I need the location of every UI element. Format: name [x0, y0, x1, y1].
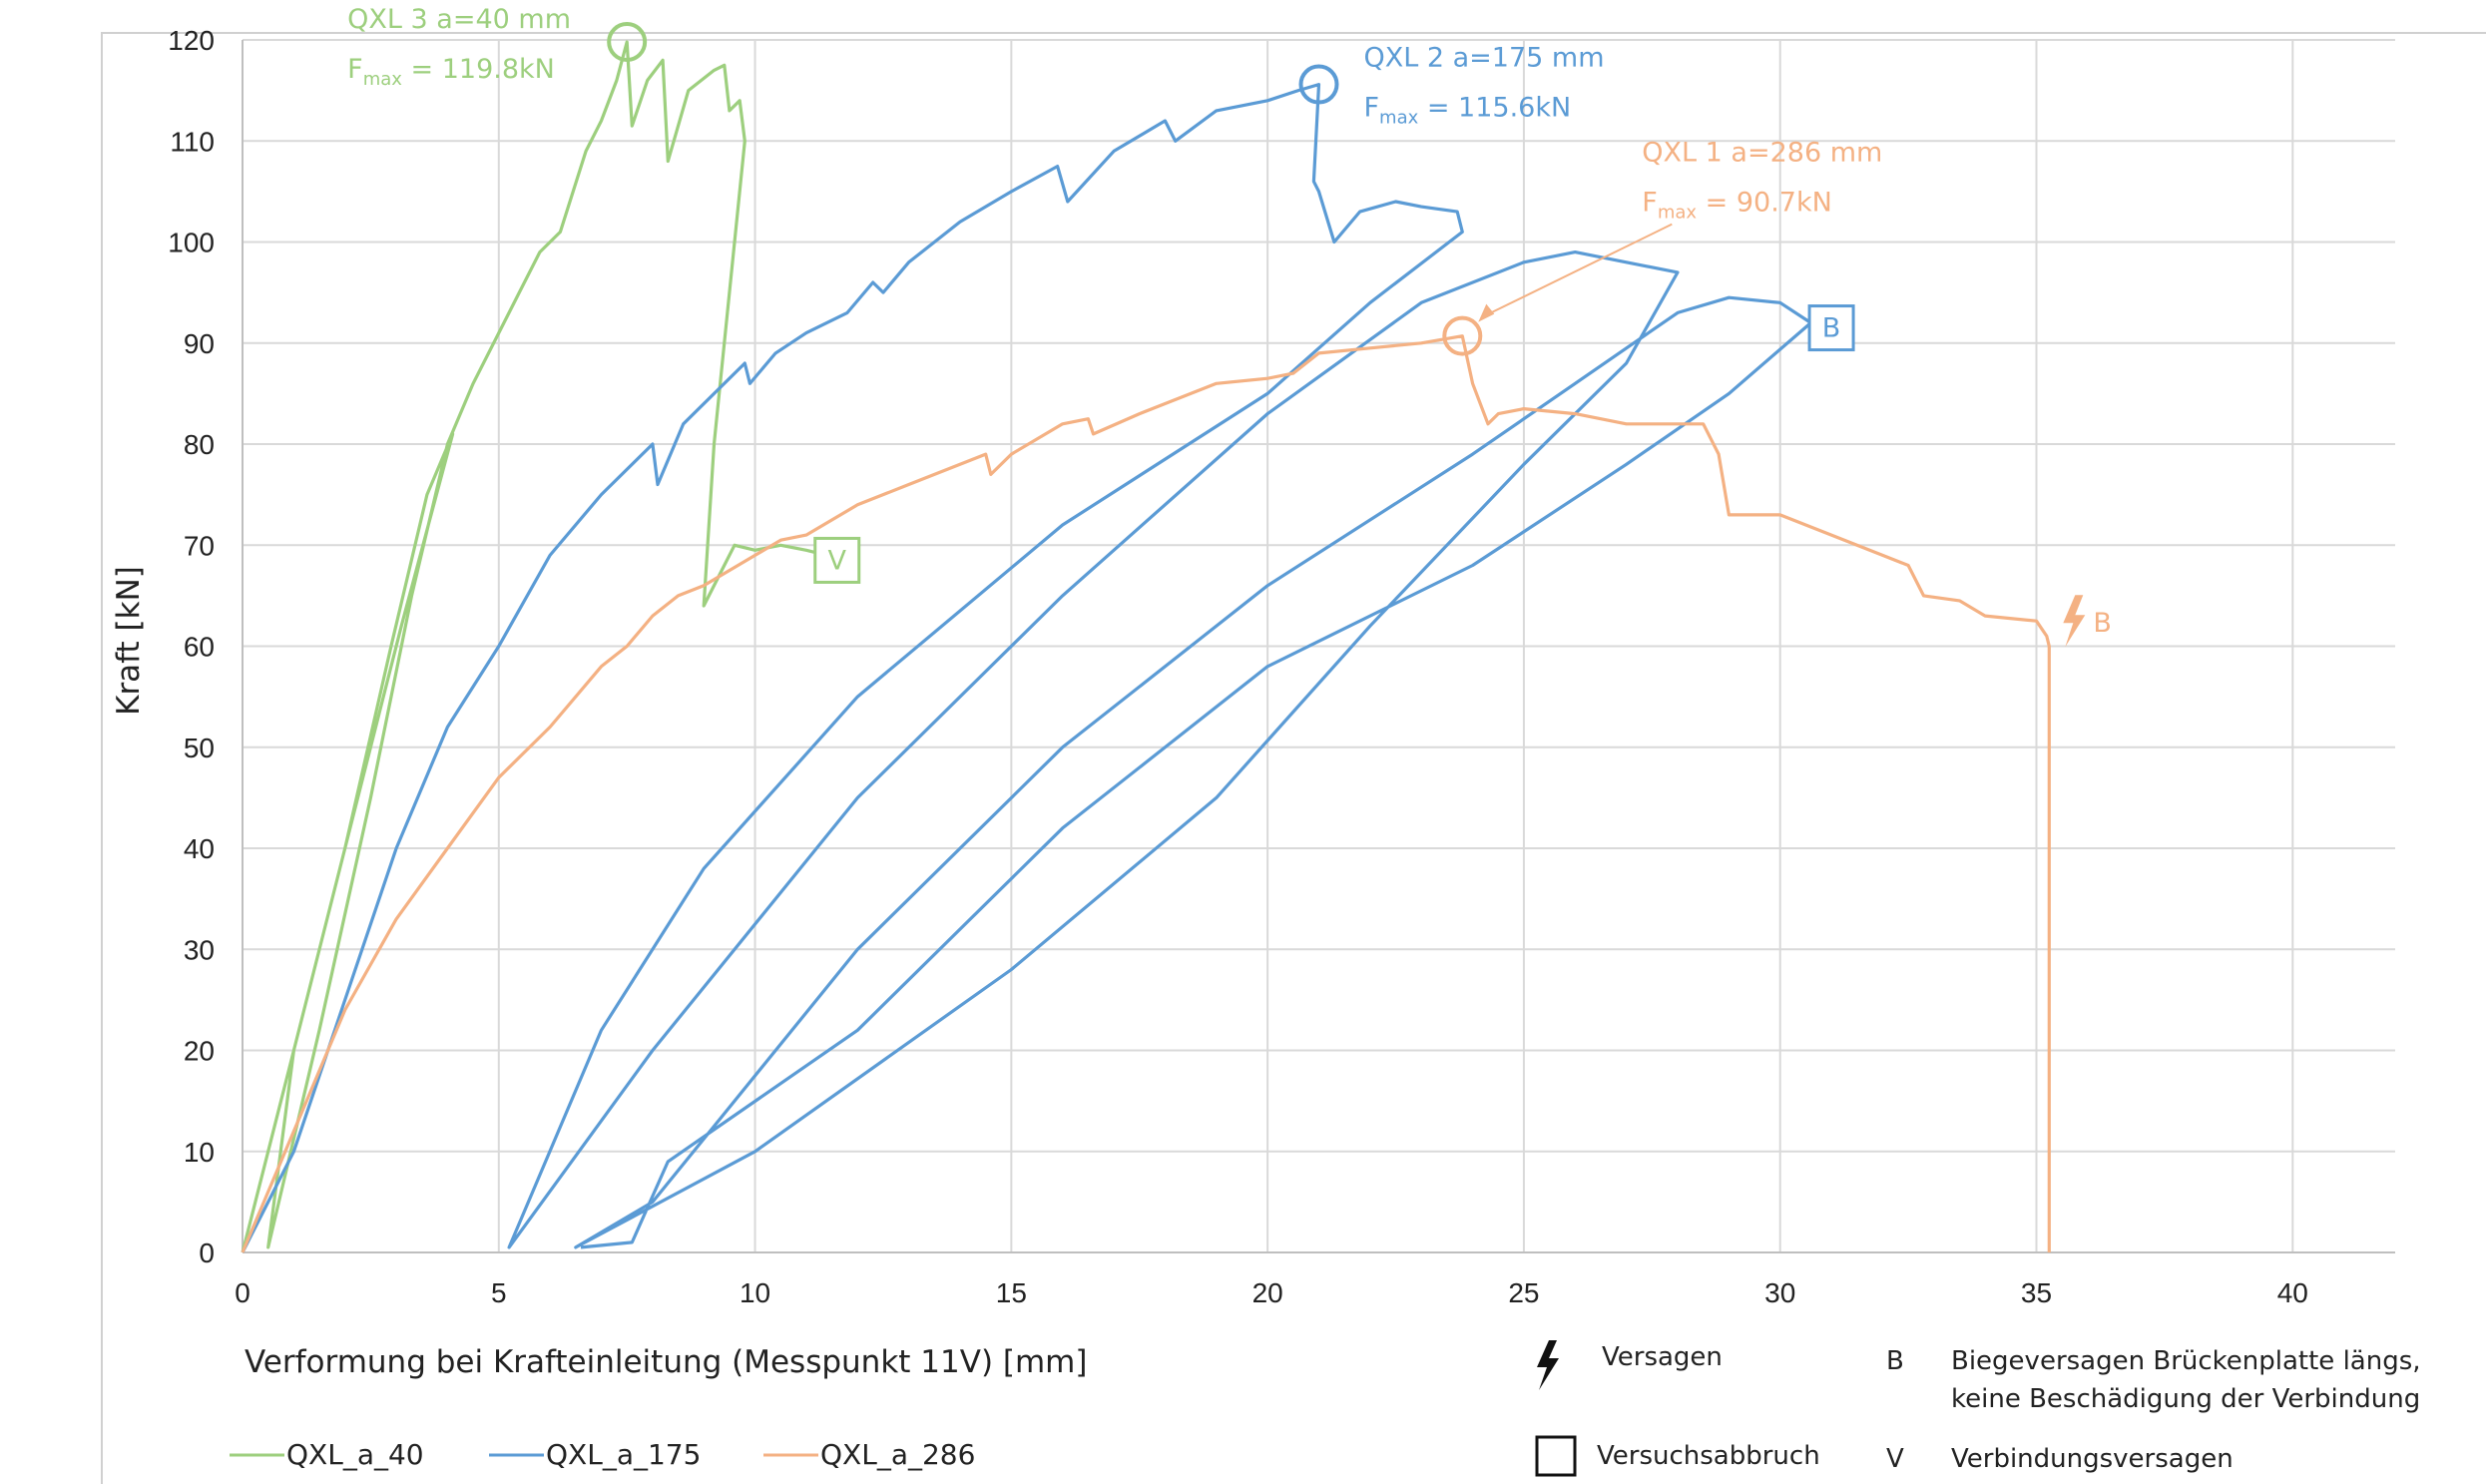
y-tick-label: 50: [184, 733, 215, 763]
chart-frame: [101, 32, 2486, 1484]
legend: QXL_a_40 QXL_a_175 QXL_a_286: [230, 1438, 975, 1471]
b-key-text-line1: Biegeversagen Brückenplatte längs,: [1951, 1346, 2421, 1376]
series-line-qxl-a-175: [241, 82, 1813, 1253]
peak-force-label: Fmax = 119.8kN: [347, 54, 555, 90]
legend-label-qxl-a-40: QXL_a_40: [286, 1438, 424, 1471]
y-tick-label: 90: [184, 328, 215, 359]
failure-letter: B: [2093, 608, 2112, 639]
marker-key: Versagen Versuchsabbruch B Biegeversagen…: [1535, 1340, 2421, 1477]
x-tick-label: 0: [235, 1277, 250, 1308]
callout-arrowhead: [1478, 303, 1495, 322]
y-tick-label: 30: [184, 934, 215, 965]
peak-marker: [1442, 315, 1483, 356]
box-key-label: Versuchsabbruch: [1597, 1441, 1820, 1471]
peak-label: QXL 3 a=40 mm: [347, 4, 571, 35]
v-key-letter: V: [1886, 1444, 1904, 1474]
x-tick-label: 5: [491, 1277, 507, 1308]
x-tick-label: 10: [740, 1277, 770, 1308]
x-tick-label: 20: [1252, 1277, 1283, 1308]
y-tick-label: 20: [184, 1036, 215, 1067]
peak-label: QXL 2 a=175 mm: [1364, 43, 1605, 74]
peak-marker: [607, 22, 648, 63]
b-key-letter: B: [1886, 1346, 1904, 1376]
y-tick-label: 70: [184, 530, 215, 561]
axes: [242, 40, 2395, 1253]
x-axis-title: Verformung bei Krafteinleitung (Messpunk…: [245, 1344, 1087, 1380]
x-tick-label: 35: [2021, 1277, 2052, 1308]
x-tick-label: 30: [1764, 1277, 1795, 1308]
abort-box-marker: [813, 536, 861, 584]
y-tick-label: 60: [184, 632, 215, 663]
legend-label-qxl-a-175: QXL_a_175: [546, 1438, 701, 1471]
v-key-text: Verbindungsversagen: [1951, 1444, 2234, 1474]
peak-force-label: Fmax = 115.6kN: [1364, 93, 1572, 129]
y-tick-label: 120: [168, 25, 215, 56]
y-tick-label: 100: [168, 228, 215, 258]
y-tick-label: 80: [184, 429, 215, 460]
y-tick-label: 40: [184, 833, 215, 864]
x-tick-label: 40: [2277, 1277, 2308, 1308]
failure-bolt-icon: [2063, 595, 2086, 648]
y-tick-label: 0: [199, 1237, 215, 1268]
y-tick-label: 10: [184, 1137, 215, 1168]
x-tick-label: 25: [1508, 1277, 1539, 1308]
abort-box-marker: [1807, 304, 1855, 352]
bolt-key-label: Versagen: [1602, 1342, 1723, 1372]
tick-labels: 0 10 20 30 40 50 60 70 80 90 100 110 120 0 5 10 15 20 25 30…: [168, 25, 2308, 1308]
y-tick-label: 110: [170, 126, 215, 157]
legend-label-qxl-a-286: QXL_a_286: [820, 1438, 975, 1471]
series-line-qxl-a-40: [241, 40, 827, 1253]
series-line-qxl-a-286: [241, 334, 2051, 1253]
b-key-text-line2: keine Beschädigung der Verbindung: [1951, 1384, 2420, 1414]
annotations: QXL 3 a=40 mm Fmax = 119.8kN QXL 2 a=175 m…: [347, 4, 2112, 648]
callout-line: [1483, 223, 1673, 317]
peak-marker: [1298, 64, 1339, 105]
abort-box-letter: V: [828, 545, 847, 576]
bolt-key-icon: [1537, 1340, 1559, 1390]
abort-box-letter: B: [1822, 313, 1841, 344]
grid: [243, 39, 2395, 1252]
peak-force-label: Fmax = 90.7kN: [1642, 188, 1832, 224]
box-key-icon: [1535, 1435, 1577, 1477]
peak-label: QXL 1 a=286 mm: [1642, 138, 1882, 169]
series-lines: [241, 40, 2051, 1253]
y-axis-title: Kraft [kN]: [111, 566, 147, 716]
x-tick-label: 15: [996, 1277, 1027, 1308]
